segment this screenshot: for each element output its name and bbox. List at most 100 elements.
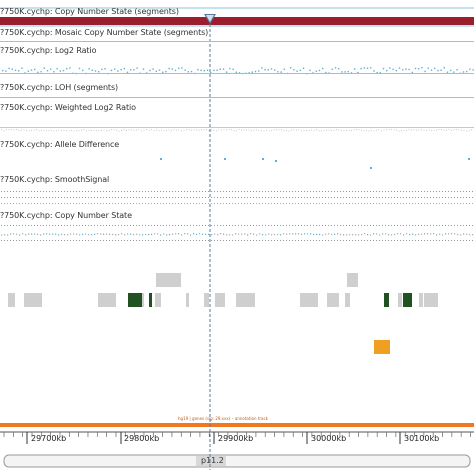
smooth-signal-mark: [274, 191, 275, 192]
smooth-signal-mark: [244, 197, 245, 198]
gene-annotation-bar[interactable]: [0, 423, 474, 427]
copy-number-segment-bar[interactable]: [0, 17, 474, 25]
smooth-signal-mark: [82, 191, 83, 192]
cn-state-mark: [385, 240, 386, 241]
weighted-probe: [213, 129, 215, 131]
cn-state-mark: [187, 233, 189, 235]
smooth-signal-mark: [166, 197, 167, 198]
cn-state-mark: [187, 225, 188, 226]
cn-state-mark: [334, 233, 336, 235]
cn-state-mark: [400, 225, 401, 226]
cn-state-mark: [340, 233, 342, 236]
weighted-probe: [73, 130, 75, 132]
cn-state-mark: [178, 240, 179, 241]
smooth-signal-mark: [334, 197, 335, 198]
smooth-signal-mark: [322, 203, 323, 204]
cn-state-mark: [178, 233, 180, 235]
cn-state-mark: [202, 240, 203, 241]
cn-state-mark: [187, 240, 188, 241]
weighted-probe: [388, 129, 390, 131]
log2-probe: [430, 69, 433, 71]
cn-state-mark: [85, 233, 87, 235]
log2-probe: [248, 72, 250, 74]
cn-state-mark: [148, 225, 149, 226]
smooth-signal-mark: [142, 191, 143, 192]
weighted-probe: [353, 129, 355, 131]
log2-probe: [162, 71, 164, 73]
smooth-signal-mark: [85, 197, 86, 198]
weighted-probe: [256, 129, 257, 131]
weighted-probe: [381, 130, 382, 132]
gene-block: [300, 293, 318, 307]
cn-state-mark: [220, 233, 222, 235]
log2-probe: [462, 71, 465, 73]
smooth-signal-mark: [445, 203, 446, 204]
cn-state-mark: [469, 240, 470, 241]
smooth-signal-mark: [187, 203, 188, 204]
log2-probe: [46, 69, 49, 72]
cn-state-mark: [94, 225, 95, 226]
cn-state-mark: [445, 233, 447, 235]
cn-state-mark: [40, 234, 42, 236]
smooth-signal-mark: [379, 197, 380, 198]
smooth-signal-mark: [385, 191, 386, 192]
log2-probe: [331, 68, 333, 70]
smooth-signal-mark: [22, 203, 23, 204]
smooth-signal-mark: [262, 203, 263, 204]
smooth-signal-mark: [313, 197, 314, 198]
smooth-signal-mark: [430, 197, 431, 198]
log2-probe: [133, 69, 135, 71]
allele-diff-point: [224, 158, 226, 160]
cn-state-mark: [376, 225, 377, 226]
cn-state-mark: [73, 225, 74, 226]
weighted-probe: [161, 129, 162, 131]
log2-probe: [312, 72, 314, 74]
smooth-signal-mark: [412, 197, 413, 198]
smooth-signal-mark: [406, 191, 407, 192]
log2-probe: [149, 69, 151, 72]
weighted-probe: [403, 129, 405, 131]
cn-state-mark: [424, 240, 425, 241]
log2-probe: [98, 71, 100, 73]
cn-state-mark: [97, 240, 98, 241]
weighted-probe: [428, 129, 430, 131]
smooth-signal-mark: [49, 203, 50, 204]
chromosome-ideogram[interactable]: [3, 454, 471, 468]
cn-state-mark: [157, 240, 158, 241]
weighted-probe: [36, 129, 37, 131]
smooth-signal-mark: [43, 203, 44, 204]
smooth-signal-mark: [151, 203, 152, 204]
weighted-probe: [463, 130, 465, 132]
log2-probe: [341, 71, 343, 73]
log2-probe: [360, 68, 362, 70]
cn-state-mark: [439, 233, 441, 235]
weighted-probe: [248, 129, 250, 131]
smooth-signal-mark: [1, 203, 2, 204]
weighted-probe: [368, 130, 370, 132]
cn-state-mark: [55, 233, 57, 235]
cn-state-mark: [298, 233, 300, 235]
cn-state-mark: [157, 225, 158, 226]
cn-state-mark: [160, 234, 162, 236]
weighted-probe: [58, 129, 60, 131]
cn-state-mark: [121, 225, 122, 226]
log2-probe: [174, 69, 177, 72]
weighted-probe: [188, 129, 190, 131]
smooth-signal-mark: [403, 197, 404, 198]
smooth-signal-mark: [40, 191, 41, 192]
cn-state-mark: [331, 233, 333, 235]
log2-probe: [325, 71, 327, 74]
smooth-signal-mark: [136, 197, 137, 198]
log2-probe: [8, 67, 10, 70]
smooth-signal-mark: [133, 191, 134, 192]
smooth-signal-mark: [121, 191, 122, 192]
gene-annotation-label: hg19 | genes (sig: 29,xxx) – annotation …: [178, 416, 268, 421]
smooth-signal-mark: [235, 191, 236, 192]
cn-state-mark: [424, 233, 426, 235]
log2-probe: [466, 70, 468, 73]
weighted-probe: [328, 129, 330, 131]
log2-probe: [142, 68, 145, 70]
log2-probe: [382, 67, 385, 70]
smooth-signal-mark: [172, 197, 173, 198]
weighted-probe: [31, 129, 32, 131]
